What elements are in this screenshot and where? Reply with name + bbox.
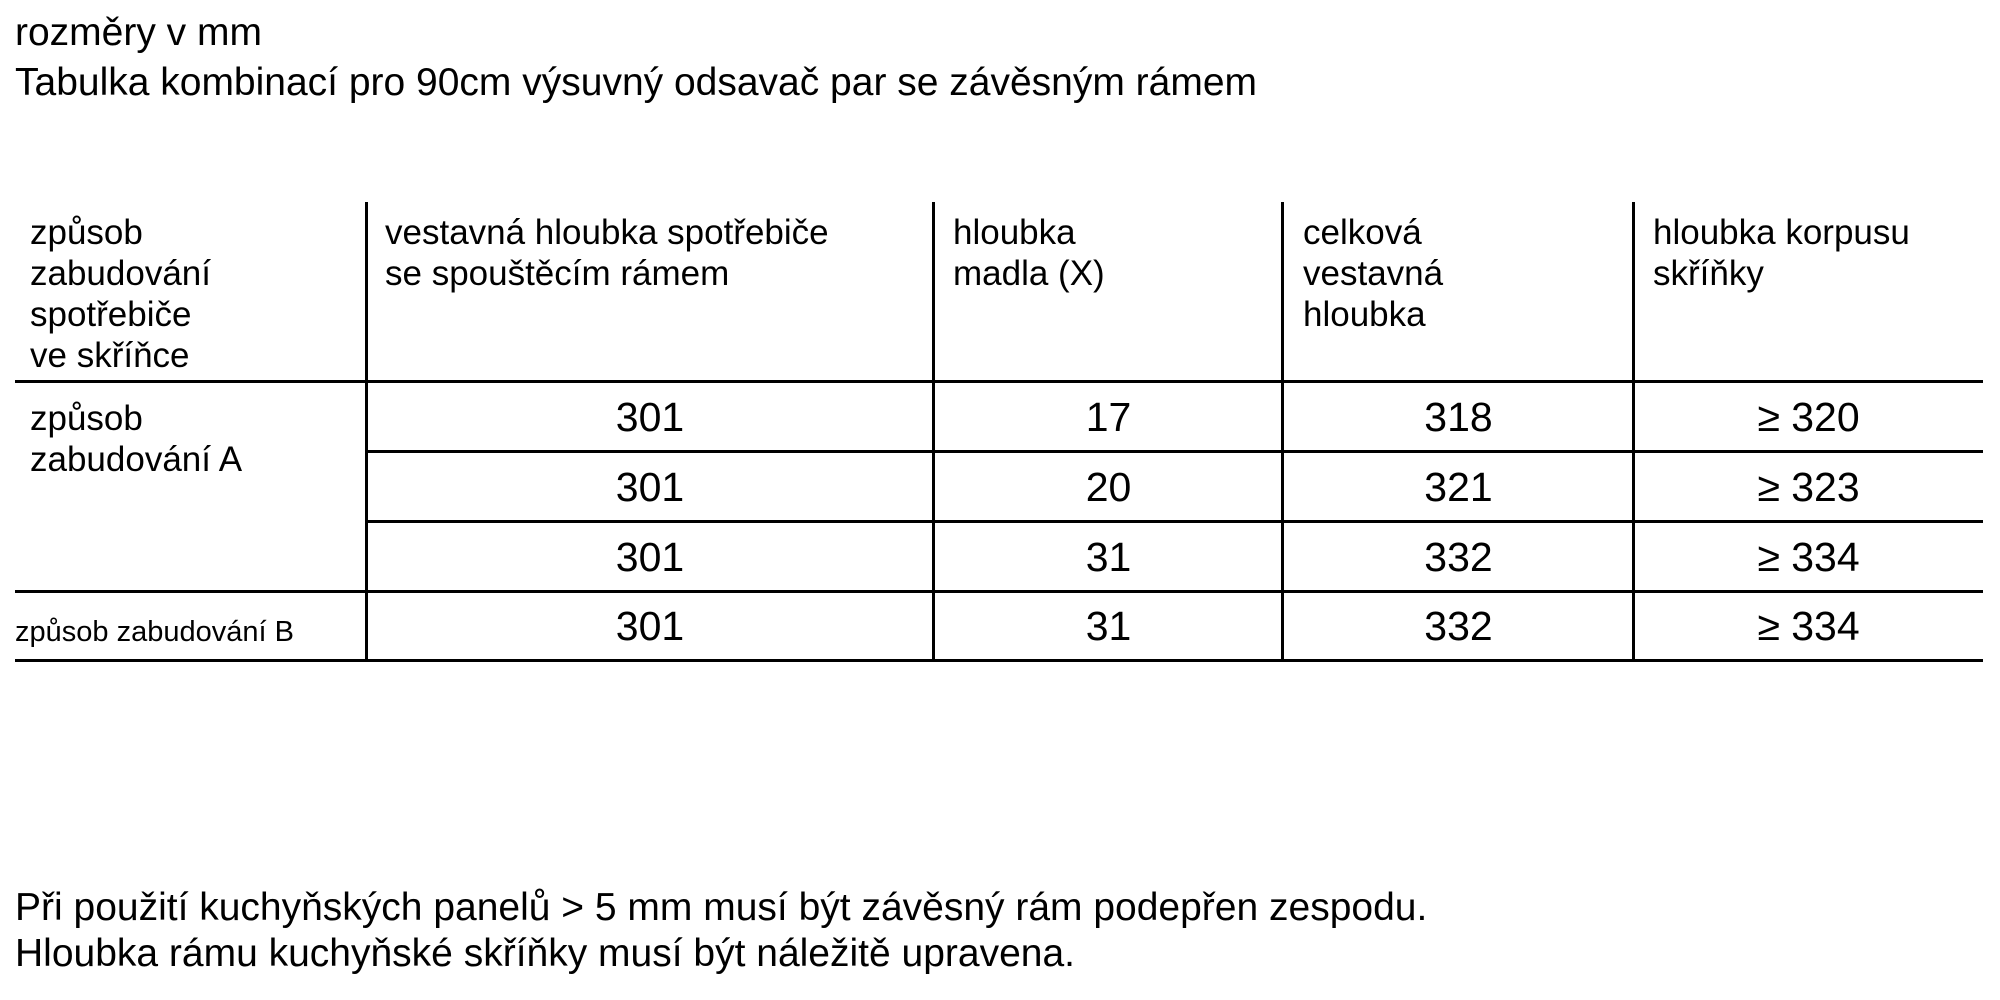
cell-handle-depth: 31 [1085,603,1132,649]
cell-cabinet-depth: ≥ 320 [1757,394,1860,440]
footer-note-1: Při použití kuchyňských panelů > 5 mm mu… [15,886,1428,929]
group-label-a: způsob zabudování A [30,399,243,479]
cell-appliance-depth: 301 [615,534,685,580]
header-installation-method: způsob zabudování spotřebiče ve skříňce [30,213,211,375]
cell-total-depth: 321 [1424,464,1493,510]
column-divider [1632,202,1635,661]
cell-appliance-depth: 301 [615,394,685,440]
column-divider [932,202,935,661]
cell-handle-depth: 20 [1085,464,1132,510]
column-divider [365,202,368,661]
row-divider [15,380,1983,383]
page-title: Tabulka kombinací pro 90cm výsuvný odsav… [15,61,1258,104]
cell-total-depth: 318 [1424,394,1493,440]
row-divider [366,450,1983,453]
units-note: rozměry v mm [15,11,262,54]
group-label-b: způsob zabudování B [15,616,294,648]
cell-appliance-depth: 301 [615,464,685,510]
cell-cabinet-depth: ≥ 334 [1757,603,1860,649]
cell-appliance-depth: 301 [615,603,685,649]
cell-total-depth: 332 [1424,603,1493,649]
header-handle-depth: hloubka madla (X) [953,213,1105,293]
cell-cabinet-depth: ≥ 334 [1757,534,1860,580]
row-divider [15,590,1983,593]
row-divider [15,659,1983,662]
cell-handle-depth: 31 [1085,534,1132,580]
header-cabinet-depth: hloubka korpusu skříňky [1653,213,1910,293]
column-divider [1281,202,1284,661]
cell-handle-depth: 17 [1085,394,1132,440]
footer-note-2: Hloubka rámu kuchyňské skříňky musí být … [15,932,1075,975]
cell-cabinet-depth: ≥ 323 [1757,464,1860,510]
row-divider [366,520,1983,523]
header-total-depth: celková vestavná hloubka [1303,213,1444,334]
cell-total-depth: 332 [1424,534,1493,580]
header-appliance-depth: vestavná hloubka spotřebiče se spouštěcí… [385,213,829,293]
